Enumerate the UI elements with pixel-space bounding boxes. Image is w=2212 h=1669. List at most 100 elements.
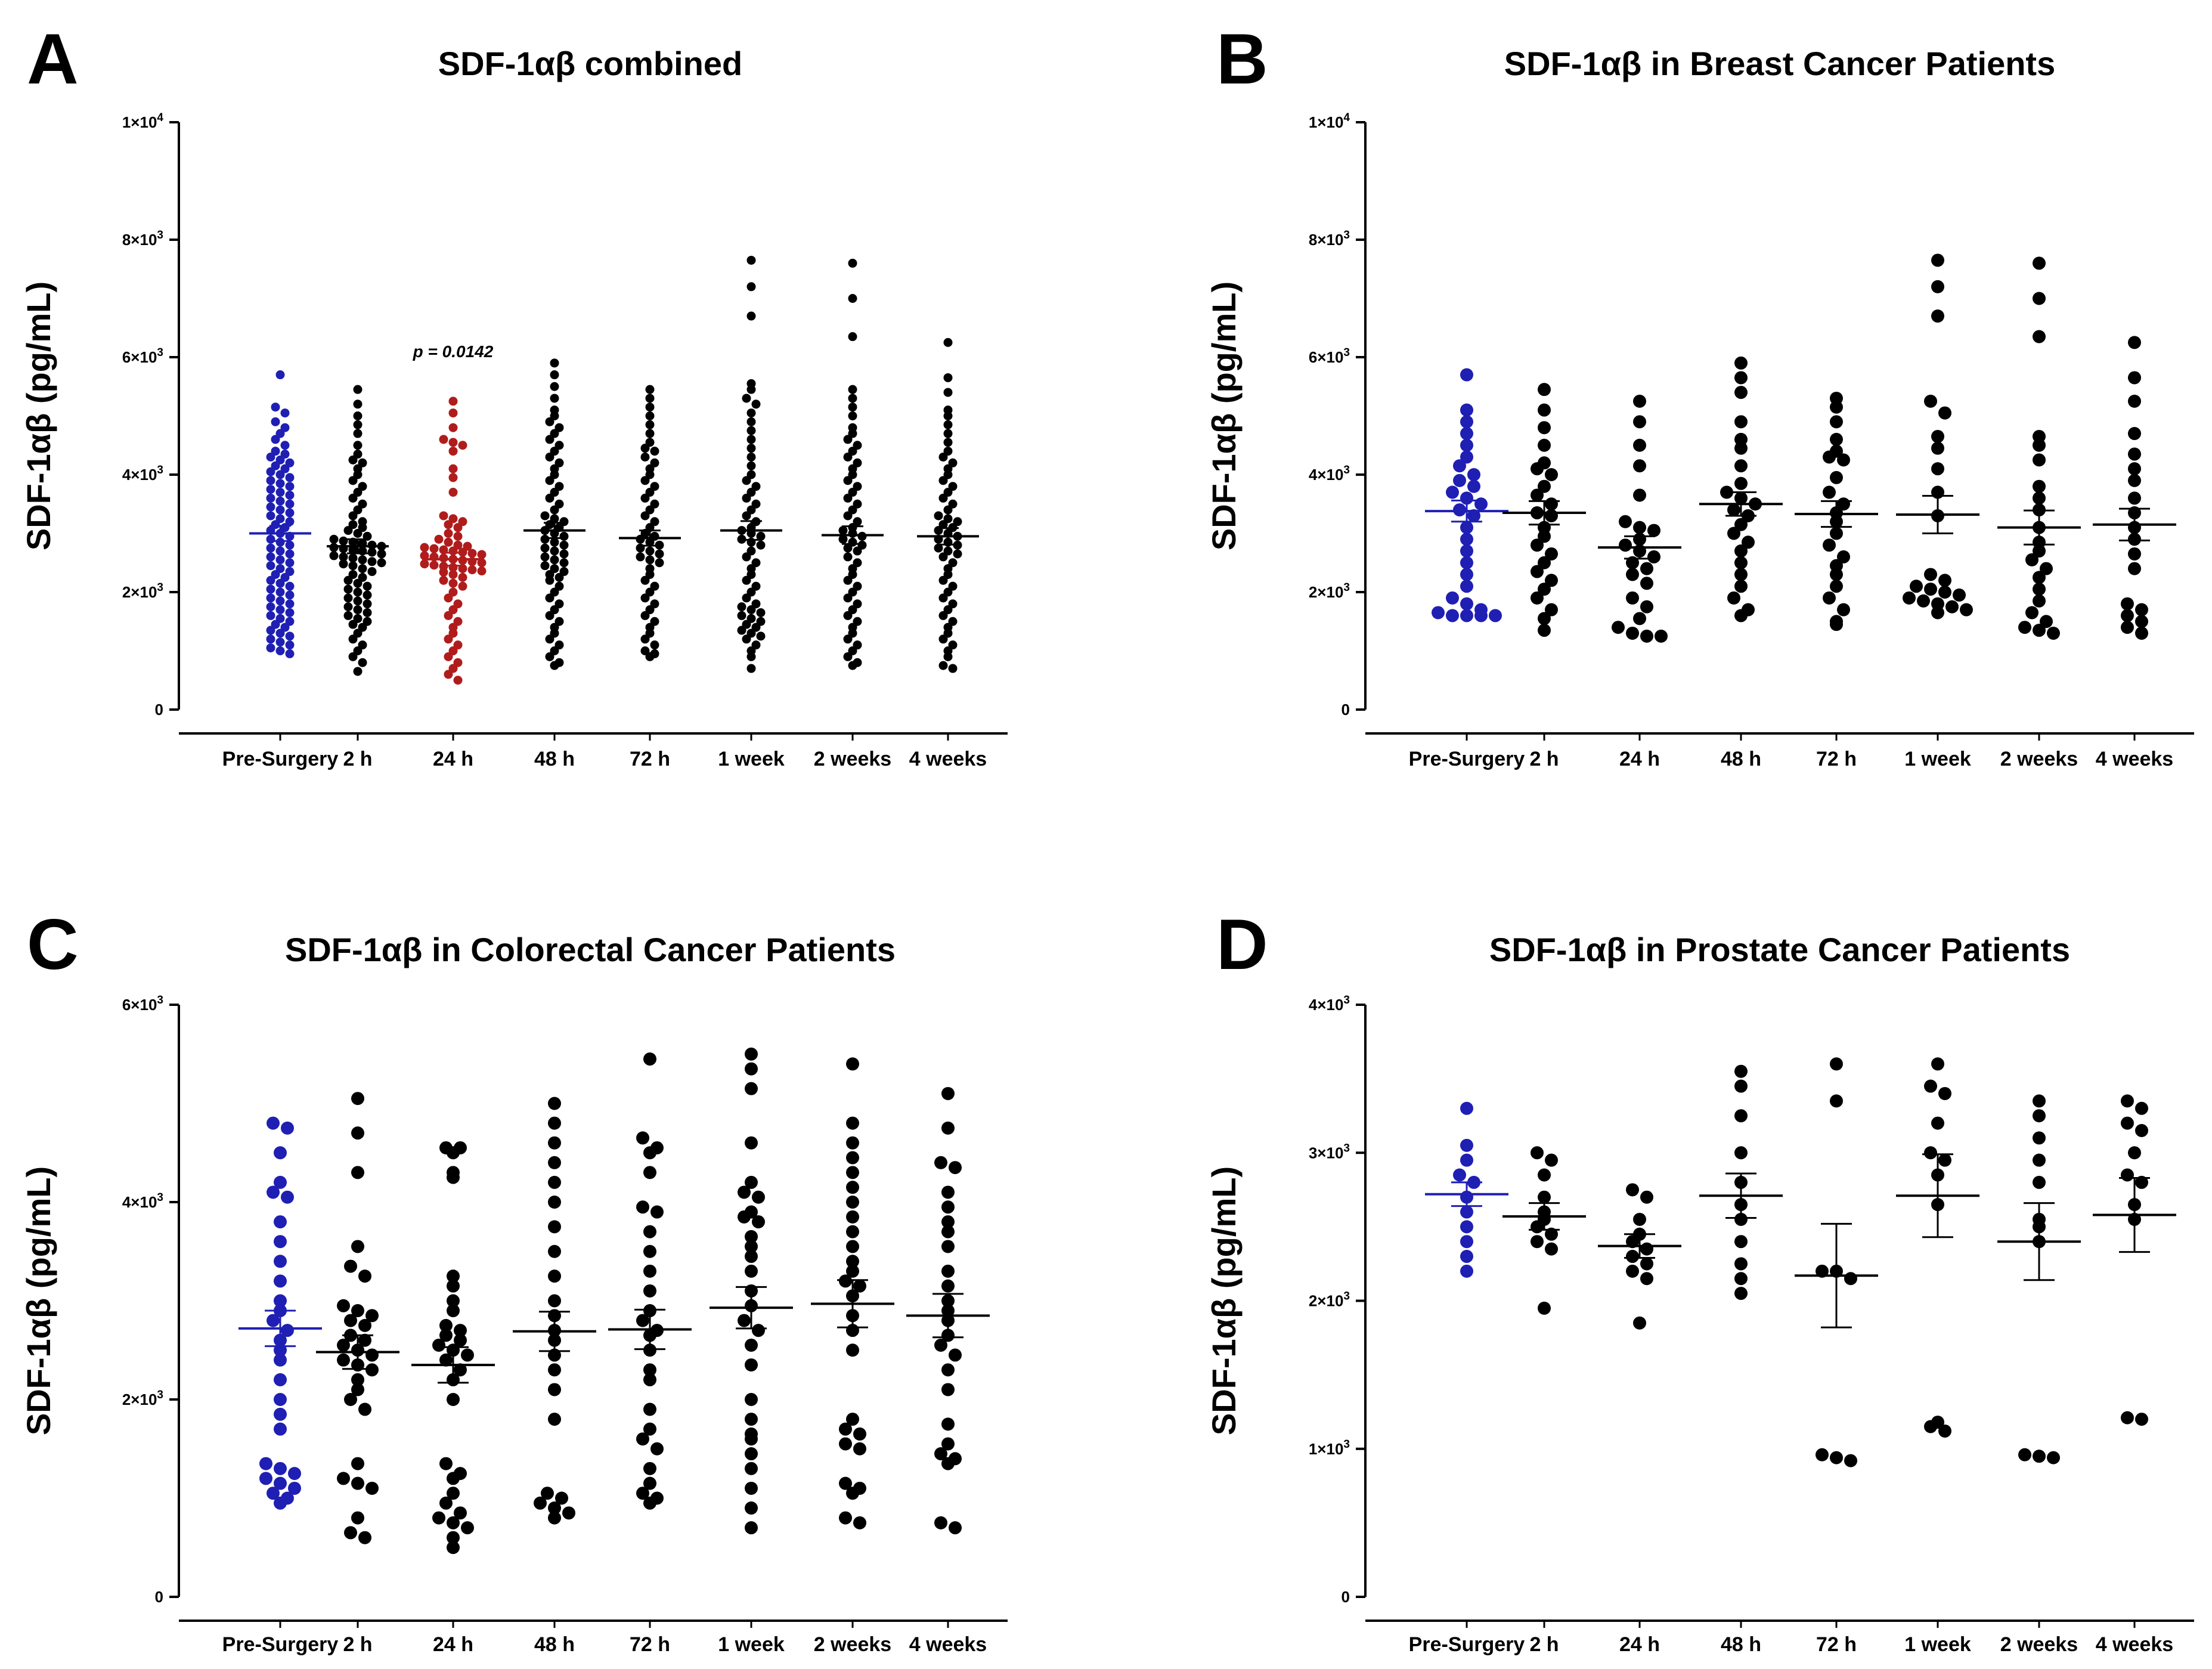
data-point (266, 561, 275, 571)
data-point (1734, 415, 1748, 429)
x-tick-label: 48 h (1721, 748, 1761, 770)
data-point (2047, 626, 2060, 640)
data-point (751, 400, 761, 409)
data-point (2033, 624, 2046, 637)
data-point (1640, 562, 1653, 575)
data-point (1460, 1250, 1473, 1264)
y-tick-base: 0 (1342, 701, 1350, 719)
data-point (545, 452, 554, 462)
data-point (756, 531, 766, 541)
data-point (1734, 1109, 1748, 1123)
data-point (2033, 479, 2046, 493)
data-point (839, 1511, 852, 1525)
data-point (548, 1244, 561, 1258)
data-point (358, 1333, 371, 1347)
data-point (2135, 1413, 2148, 1426)
data-point (1734, 568, 1748, 581)
data-point (1823, 485, 1836, 499)
data-point (351, 1383, 364, 1396)
data-point (1734, 441, 1748, 455)
data-point (853, 546, 862, 556)
data-point (1734, 556, 1748, 569)
y-tick-exponent: 3 (157, 464, 163, 476)
data-point (1830, 470, 1843, 484)
data-point (643, 1052, 656, 1066)
data-point (2040, 562, 2053, 575)
y-tick-exponent: 3 (1343, 1142, 1350, 1154)
data-point (343, 602, 353, 612)
y-tick-exponent: 3 (157, 1389, 163, 1401)
data-point (275, 596, 285, 606)
data-point (1823, 538, 1836, 552)
data-point (636, 1432, 649, 1446)
data-point (655, 549, 664, 559)
data-point (1931, 462, 1944, 476)
data-point (285, 631, 295, 641)
data-point (938, 552, 948, 562)
data-point (1924, 1420, 1937, 1433)
data-point (358, 1531, 371, 1544)
data-point (266, 511, 275, 521)
data-point (447, 1279, 460, 1293)
data-point (2135, 1124, 2148, 1138)
data-point (275, 496, 285, 506)
data-point (745, 1240, 758, 1253)
data-point (745, 1136, 758, 1150)
data-point (1830, 432, 1843, 446)
data-point (742, 634, 751, 644)
y-tick-exponent: 3 (157, 994, 163, 1007)
data-point (351, 1457, 364, 1470)
x-tick-label: Pre-Surgery (222, 1633, 339, 1656)
y-tick-exponent: 3 (157, 1191, 163, 1204)
data-point (274, 1422, 287, 1436)
data-point (2128, 394, 2141, 408)
data-point (348, 620, 358, 629)
data-point (1531, 538, 1544, 552)
data-point (853, 1279, 866, 1293)
data-point (846, 1181, 859, 1194)
data-point (358, 564, 367, 574)
data-point (288, 1481, 301, 1495)
data-point (458, 581, 467, 591)
data-point (275, 587, 285, 597)
data-point (548, 1097, 561, 1110)
data-point (746, 605, 756, 615)
data-point (1545, 574, 1558, 587)
data-point (2135, 1101, 2148, 1115)
data-point (1538, 624, 1551, 637)
data-point (843, 552, 853, 562)
data-point (266, 611, 275, 620)
data-point (562, 1506, 575, 1520)
data-point (351, 1126, 364, 1140)
data-point (846, 1057, 859, 1071)
data-point (1531, 1235, 1544, 1249)
chart-title: SDF-1αβ in Colorectal Cancer Patients (285, 931, 896, 968)
data-point (2033, 1450, 2046, 1463)
data-point (636, 1200, 649, 1214)
data-point (2121, 1411, 2134, 1425)
data-point (1531, 565, 1544, 578)
x-tick-label: Pre-Surgery (1409, 1633, 1525, 1656)
data-point (643, 1244, 656, 1258)
data-point (448, 408, 458, 418)
x-tick-label: Pre-Surgery (222, 748, 339, 770)
x-tick-label: 4 weeks (909, 748, 987, 770)
y-tick-exponent: 3 (1343, 1438, 1350, 1451)
y-tick-base: 4×10 (122, 1193, 157, 1211)
data-point (285, 549, 295, 559)
data-point (454, 1506, 467, 1520)
data-point (448, 569, 458, 579)
data-point (329, 534, 339, 544)
data-point (1633, 1212, 1646, 1226)
y-tick-label: 0 (1342, 701, 1350, 719)
data-point (266, 552, 275, 562)
data-point (541, 1487, 554, 1500)
data-point (461, 1348, 474, 1362)
x-tick-label: 1 week (718, 748, 785, 770)
data-point (447, 1541, 460, 1555)
y-tick-label: 0 (155, 701, 163, 719)
data-point (348, 652, 358, 661)
data-point (948, 664, 958, 673)
data-point (745, 1175, 758, 1189)
data-point (444, 652, 453, 661)
